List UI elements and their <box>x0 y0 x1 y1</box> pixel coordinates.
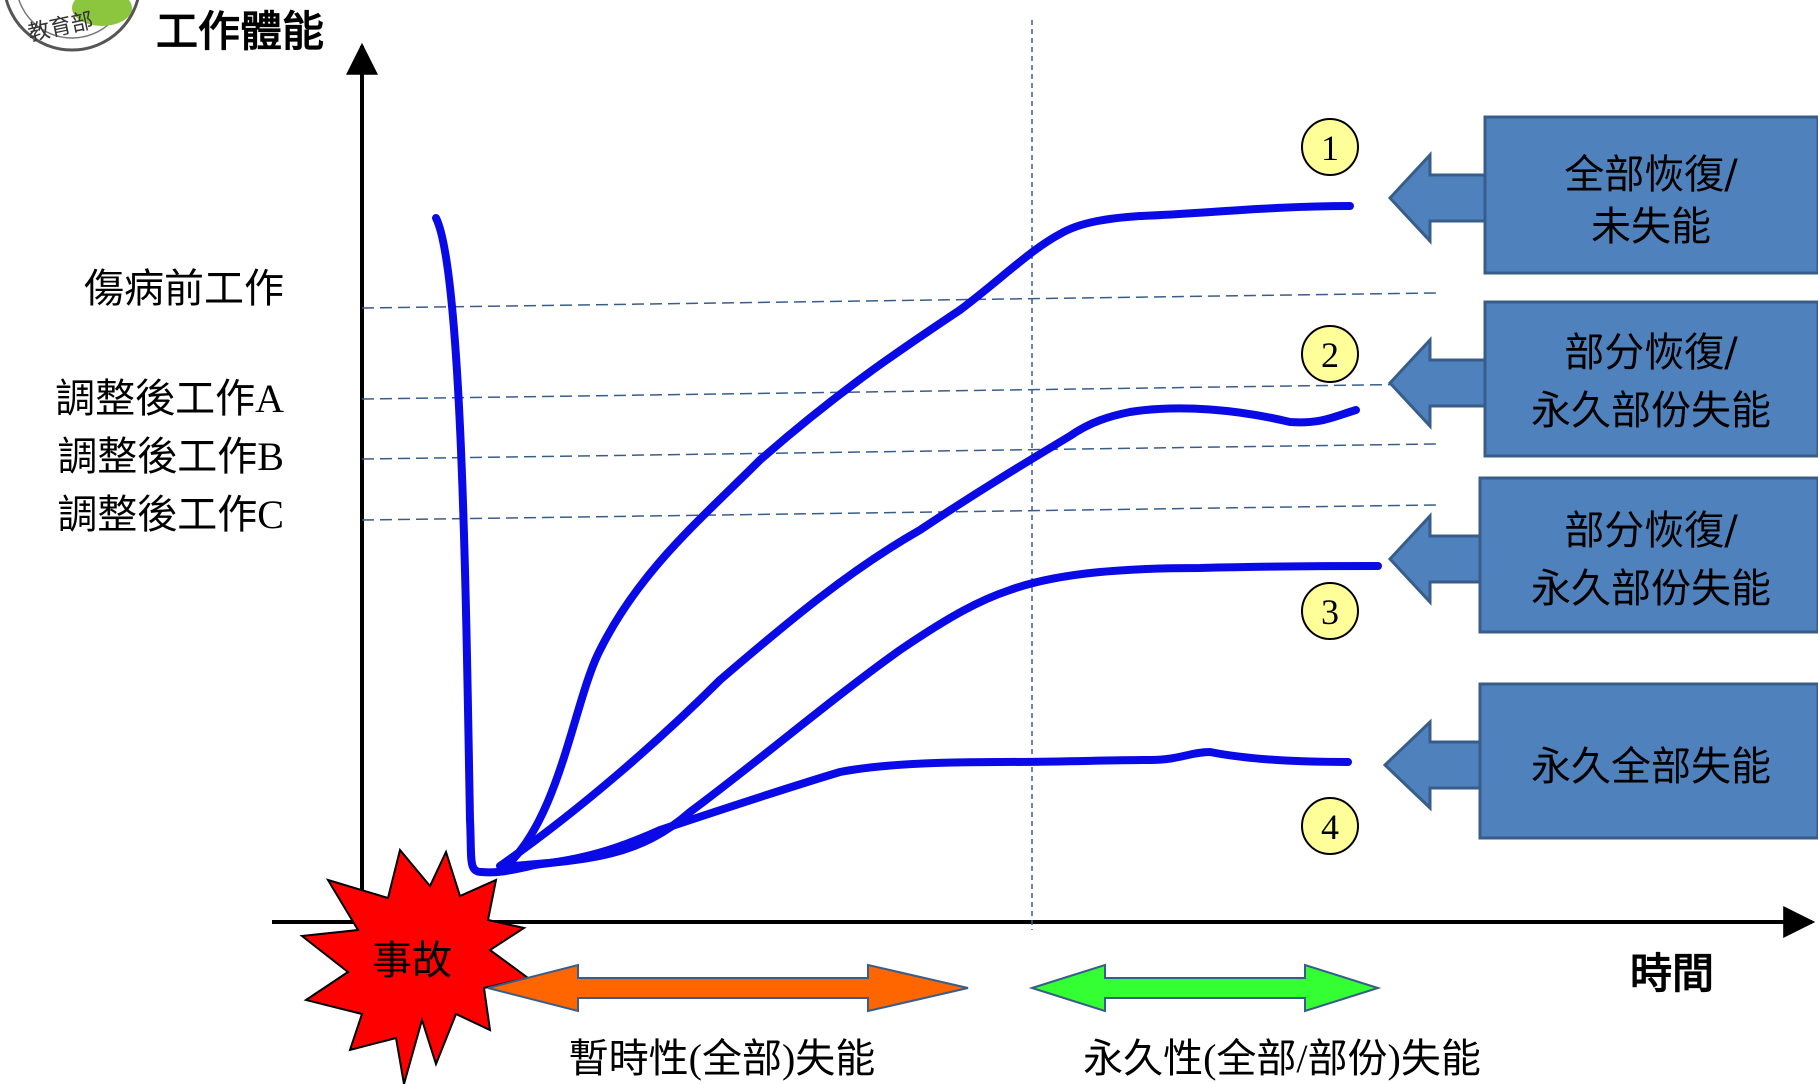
accident-burst: 事故 <box>299 847 531 1084</box>
svg-text:部分恢復/: 部分恢復/ <box>1564 330 1738 376</box>
curve-3-badge: 3 <box>1301 582 1359 640</box>
svg-text:部分恢復/: 部分恢復/ <box>1564 508 1738 554</box>
curve-4-permanent-total <box>516 748 1352 870</box>
svg-text:1: 1 <box>1321 128 1339 168</box>
accident-label: 事故 <box>372 938 452 983</box>
svg-text:2: 2 <box>1321 335 1339 375</box>
permanent-phase-arrow <box>1028 963 1382 1013</box>
outcome-callout-1: 全部恢復/ 未失能 <box>1387 115 1818 275</box>
curve-1-full-recovery <box>500 202 1354 872</box>
curve-3-partial-recovery <box>508 562 1382 870</box>
svg-text:永久部份失能: 永久部份失能 <box>1531 388 1771 434</box>
svg-text:永久全部失能: 永久全部失能 <box>1531 744 1771 790</box>
outcome-callout-4: 永久全部失能 <box>1382 682 1818 840</box>
svg-text:全部恢復/: 全部恢復/ <box>1564 152 1738 198</box>
ministry-logo: 教育部 <box>4 0 140 52</box>
level-line-a <box>361 383 1437 400</box>
curve-2-badge: 2 <box>1301 325 1359 383</box>
level-label-pre-injury: 傷病前工作 <box>84 266 284 311</box>
svg-text:4: 4 <box>1321 807 1339 847</box>
level-label-b: 調整後工作B <box>57 434 284 479</box>
permanent-phase-label: 永久性(全部/部份)失能 <box>1083 1036 1481 1081</box>
level-line-b <box>361 443 1437 460</box>
curve-2-partial-recovery <box>496 404 1360 870</box>
level-label-c: 調整後工作C <box>57 492 284 537</box>
y-axis-label: 工作體能 <box>156 7 324 56</box>
curve-drop <box>432 214 544 877</box>
curve-1-badge: 1 <box>1301 118 1359 176</box>
outcome-callout-2: 部分恢復/ 永久部份失能 <box>1387 300 1818 458</box>
svg-text:永久部份失能: 永久部份失能 <box>1531 566 1771 612</box>
temporary-phase-arrow <box>487 963 969 1013</box>
level-line-c <box>361 504 1437 521</box>
svg-text:3: 3 <box>1321 592 1339 632</box>
curve-4-badge: 4 <box>1301 797 1359 855</box>
outcome-callout-3: 部分恢復/ 永久部份失能 <box>1387 476 1818 634</box>
x-axis-label: 時間 <box>1630 949 1714 998</box>
level-line-pre-injury <box>361 292 1437 309</box>
svg-text:未失能: 未失能 <box>1591 204 1711 250</box>
temporary-phase-label: 暫時性(全部)失能 <box>569 1036 876 1081</box>
level-label-a: 調整後工作A <box>55 376 284 421</box>
